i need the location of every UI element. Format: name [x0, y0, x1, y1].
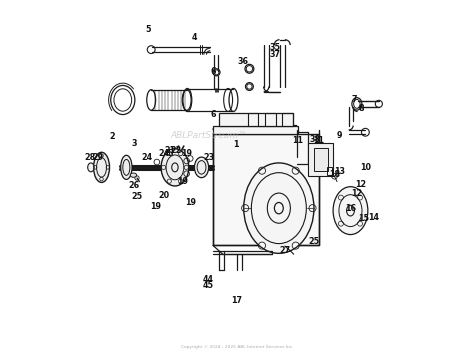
Text: 14: 14: [368, 213, 379, 222]
Text: 2: 2: [109, 132, 115, 141]
Text: 7: 7: [351, 95, 357, 104]
Text: 17: 17: [231, 296, 242, 305]
Text: 28: 28: [84, 153, 95, 162]
Text: 24: 24: [141, 153, 152, 162]
Text: 11: 11: [313, 136, 324, 145]
Bar: [213, 126, 298, 134]
Text: 25: 25: [131, 192, 143, 201]
Text: 9: 9: [337, 131, 343, 140]
Text: 20: 20: [159, 191, 170, 200]
Text: 5: 5: [145, 25, 150, 34]
Text: 12: 12: [355, 180, 366, 189]
Text: 23: 23: [203, 153, 214, 162]
Ellipse shape: [161, 149, 189, 186]
Ellipse shape: [88, 163, 94, 172]
Ellipse shape: [244, 163, 314, 253]
Text: 19: 19: [181, 150, 192, 158]
Bar: [314, 148, 328, 171]
Text: 15: 15: [358, 214, 369, 223]
Bar: [328, 167, 332, 175]
Text: 25: 25: [309, 237, 320, 246]
Text: 26: 26: [128, 181, 140, 190]
Text: 22: 22: [170, 146, 182, 155]
Text: 4: 4: [191, 33, 197, 42]
Text: 45: 45: [202, 281, 213, 289]
Text: 3: 3: [131, 139, 137, 148]
Text: 29: 29: [92, 153, 103, 162]
Text: 13: 13: [334, 167, 346, 176]
Text: 18: 18: [329, 170, 340, 179]
Text: 10: 10: [360, 163, 371, 172]
Bar: [213, 134, 319, 245]
Text: Copyright © 2024 - 2025 ABL Internet Services Inc.: Copyright © 2024 - 2025 ABL Internet Ser…: [181, 345, 293, 349]
Text: 24: 24: [159, 150, 170, 158]
Text: 27: 27: [279, 246, 291, 255]
Text: 6: 6: [210, 67, 216, 76]
Ellipse shape: [130, 173, 137, 177]
Text: 6: 6: [210, 110, 216, 119]
Bar: [308, 142, 333, 176]
Bar: [219, 114, 293, 126]
Text: 35: 35: [270, 43, 281, 52]
Text: 19: 19: [150, 202, 161, 211]
Text: 36: 36: [238, 57, 249, 66]
Text: 11: 11: [292, 136, 303, 145]
Text: 38: 38: [310, 135, 320, 144]
Text: 21: 21: [165, 146, 176, 155]
Text: 44: 44: [202, 274, 213, 284]
Text: 1: 1: [234, 140, 239, 149]
Ellipse shape: [333, 187, 368, 235]
Ellipse shape: [121, 155, 132, 179]
Bar: [169, 148, 173, 155]
Text: 19: 19: [178, 177, 189, 186]
Ellipse shape: [194, 157, 209, 178]
Text: ABLPartStream™: ABLPartStream™: [170, 131, 247, 140]
Text: 37: 37: [270, 50, 281, 59]
Text: 16: 16: [345, 204, 356, 213]
Ellipse shape: [93, 152, 109, 182]
Text: 8: 8: [358, 104, 364, 113]
Text: 12: 12: [351, 189, 363, 198]
Text: 19: 19: [185, 198, 196, 207]
